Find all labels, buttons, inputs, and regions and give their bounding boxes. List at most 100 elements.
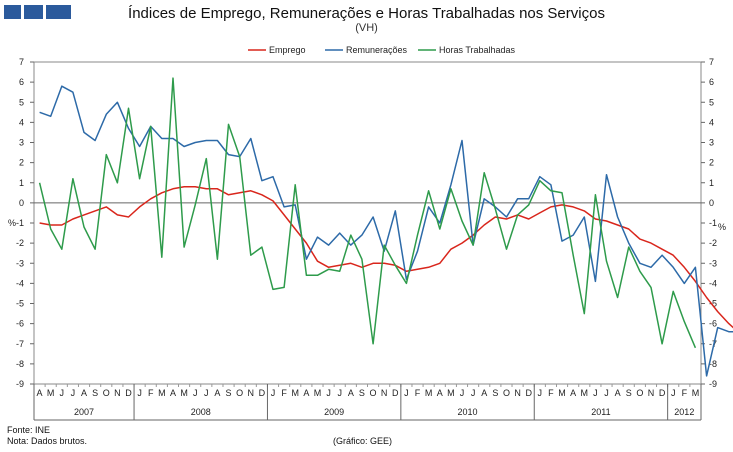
y-tick-label-right: -5 [709,299,717,309]
chart-title: Índices de Emprego, Remunerações e Horas… [128,5,605,22]
x-tick-label: A [214,388,220,398]
y-tick-label-left: -9 [16,379,24,389]
x-tick-label: M [447,388,455,398]
y-tick-label-right: -9 [709,379,717,389]
x-tick-label: J [460,388,465,398]
y-tick-label-right: 0 [709,198,714,208]
x-tick-label: N [514,388,521,398]
series-line-emprego [39,186,733,329]
brand-logo [4,5,71,19]
x-tick-label: J [337,388,342,398]
y-tick-label-left: -5 [16,299,24,309]
x-tick-label: M [180,388,188,398]
x-tick-label: J [671,388,676,398]
legend-label: Emprego [269,45,306,55]
x-tick-label: J [193,388,198,398]
y-tick-label-right: -7 [709,339,717,349]
y-tick-label-left: -7 [16,339,24,349]
x-tick-label: A [348,388,354,398]
y-tick-label-left: 0 [19,198,24,208]
y-tick-label-right: -8 [709,359,717,369]
data-note: Nota: Dados brutos. [7,436,88,446]
x-tick-label: D [525,388,532,398]
x-tick-label: A [570,388,576,398]
x-tick-label: J [137,388,142,398]
y-tick-label-left: 1 [19,178,24,188]
x-tick-label: M [558,388,566,398]
x-tick-label: F [281,388,287,398]
x-tick-label: M [158,388,166,398]
y-tick-label-right: 7 [709,57,714,67]
x-tick-label: N [114,388,121,398]
year-label: 2008 [191,407,211,417]
legend-label: Horas Trabalhadas [439,45,516,55]
x-tick-label: J [71,388,76,398]
y-tick-label-left: 7 [19,57,24,67]
x-tick-label: O [103,388,110,398]
y-tick-label-right: -2 [709,238,717,248]
x-tick-label: M [425,388,433,398]
x-tick-label: J [604,388,609,398]
x-tick-label: J [204,388,209,398]
x-tick-label: M [47,388,55,398]
x-tick-label: F [548,388,554,398]
x-tick-label: O [636,388,643,398]
x-tick-label: S [226,388,232,398]
x-tick-label: J [326,388,331,398]
x-tick-label: N [248,388,255,398]
x-tick-label: D [392,388,399,398]
y-tick-label-left: 6 [19,77,24,87]
chart-subtitle: (VH) [355,22,378,34]
x-tick-label: A [170,388,176,398]
logo-block [46,5,71,19]
x-tick-label: S [92,388,98,398]
x-tick-label: A [37,388,43,398]
x-tick-label: O [503,388,510,398]
y-tick-label-right: 1 [709,178,714,188]
x-tick-label: D [259,388,266,398]
x-tick-label: J [404,388,409,398]
y-tick-label-left: 5 [19,97,24,107]
y-tick-label-right: 6 [709,77,714,87]
x-tick-label: J [593,388,598,398]
x-tick-label: F [682,388,688,398]
x-tick-label: A [437,388,443,398]
y-tick-label-right: 4 [709,117,714,127]
y-axis-label-left: % [8,218,16,228]
y-tick-label-left: 4 [19,117,24,127]
x-tick-label: D [125,388,132,398]
x-tick-label: J [538,388,543,398]
year-label: 2012 [674,407,694,417]
y-tick-label-right: 3 [709,138,714,148]
y-tick-label-right: -3 [709,258,717,268]
x-tick-label: J [471,388,476,398]
y-tick-label-left: -4 [16,278,24,288]
series-line-horas-trabalhadas [38,77,697,349]
y-tick-label-left: 2 [19,158,24,168]
x-tick-label: F [415,388,421,398]
y-tick-label-left: -8 [16,359,24,369]
y-tick-label-left: 3 [19,138,24,148]
y-tick-label-left: -1 [16,218,24,228]
series-line-remuneracoes [39,85,733,377]
x-tick-label: N [381,388,388,398]
y-tick-label-right: -4 [709,278,717,288]
y-tick-label-left: -6 [16,319,24,329]
x-tick-label: O [236,388,243,398]
credit-note: (Gráfico: GEE) [333,436,393,446]
logo-block [24,5,43,19]
y-tick-label-right: 5 [709,97,714,107]
year-label: 2009 [324,407,344,417]
y-tick-label-right: -6 [709,319,717,329]
logo-block [4,5,21,19]
x-tick-label: M [581,388,589,398]
x-tick-label: S [626,388,632,398]
year-label: 2007 [74,407,94,417]
y-tick-label-left: -2 [16,238,24,248]
x-tick-label: A [303,388,309,398]
x-tick-label: D [659,388,666,398]
x-tick-label: J [271,388,276,398]
source-note: Fonte: INE [7,425,51,435]
year-label: 2010 [458,407,478,417]
x-tick-label: M [291,388,299,398]
